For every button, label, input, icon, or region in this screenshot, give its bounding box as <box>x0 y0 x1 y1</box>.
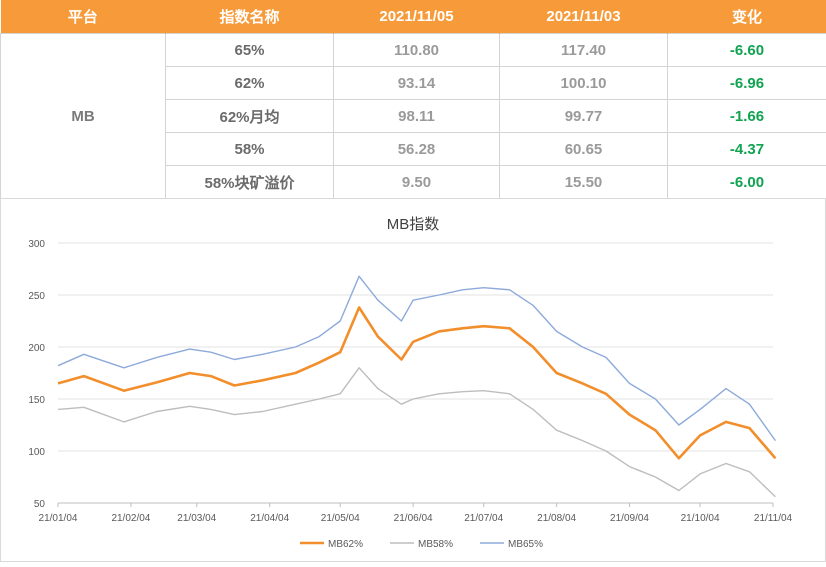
value-cell-2: 100.10 <box>500 67 668 100</box>
header-date-1: 2021/11/05 <box>334 0 500 34</box>
value-cell-2: 99.77 <box>500 100 668 133</box>
change-cell: -6.00 <box>668 166 826 199</box>
y-tick-label: 150 <box>28 395 45 406</box>
chart-frame <box>1 199 826 562</box>
index-name-cell: 58%块矿溢价 <box>166 166 334 199</box>
platform-cell: MB <box>1 34 166 199</box>
table-header-row: 平台 指数名称 2021/11/05 2021/11/03 变化 <box>1 0 826 34</box>
change-cell: -6.96 <box>668 67 826 100</box>
value-cell-1: 56.28 <box>334 133 500 166</box>
index-name-cell: 58% <box>166 133 334 166</box>
x-tick-label: 21/06/04 <box>394 513 433 524</box>
price-table: 平台 指数名称 2021/11/05 2021/11/03 变化 MB 65% … <box>0 0 826 199</box>
index-name-cell: 65% <box>166 34 334 67</box>
change-cell: -4.37 <box>668 133 826 166</box>
header-date-2: 2021/11/03 <box>500 0 668 34</box>
x-tick-label: 21/11/04 <box>754 513 793 524</box>
x-tick-label: 21/04/04 <box>250 513 289 524</box>
y-tick-label: 250 <box>28 291 45 302</box>
y-tick-label: 300 <box>28 239 45 250</box>
change-cell: -6.60 <box>668 34 826 67</box>
x-tick-label: 21/10/04 <box>681 513 720 524</box>
value-cell-1: 9.50 <box>334 166 500 199</box>
value-cell-1: 110.80 <box>334 34 500 67</box>
chart-title: MB指数 <box>387 216 440 233</box>
table-row: MB 65% 110.80 117.40 -6.60 <box>1 34 826 67</box>
x-tick-label: 21/08/04 <box>537 513 576 524</box>
y-tick-label: 200 <box>28 343 45 354</box>
x-tick-label: 21/01/04 <box>39 513 78 524</box>
y-tick-label: 100 <box>28 447 45 458</box>
index-name-cell: 62%月均 <box>166 100 334 133</box>
x-tick-label: 21/07/04 <box>464 513 503 524</box>
value-cell-2: 60.65 <box>500 133 668 166</box>
value-cell-2: 15.50 <box>500 166 668 199</box>
x-tick-label: 21/02/04 <box>111 513 150 524</box>
index-name-cell: 62% <box>166 67 334 100</box>
chart-area: MB指数 50 100 150 200 250 300 21/01/04 21/02/04 2… <box>0 198 826 562</box>
value-cell-1: 93.14 <box>334 67 500 100</box>
legend-label: MB58% <box>418 539 453 550</box>
header-index-name: 指数名称 <box>166 0 334 34</box>
header-change: 变化 <box>668 0 826 34</box>
value-cell-2: 117.40 <box>500 34 668 67</box>
x-tick-label: 21/05/04 <box>321 513 360 524</box>
y-tick-label: 50 <box>34 499 46 510</box>
value-cell-1: 98.11 <box>334 100 500 133</box>
legend-label: MB65% <box>508 539 543 550</box>
header-platform: 平台 <box>1 0 166 34</box>
x-tick-label: 21/09/04 <box>610 513 649 524</box>
x-tick-label: 21/03/04 <box>177 513 216 524</box>
change-cell: -1.66 <box>668 100 826 133</box>
line-chart: MB指数 50 100 150 200 250 300 21/01/04 21/02/04 2… <box>0 198 826 562</box>
legend-label: MB62% <box>328 539 363 550</box>
